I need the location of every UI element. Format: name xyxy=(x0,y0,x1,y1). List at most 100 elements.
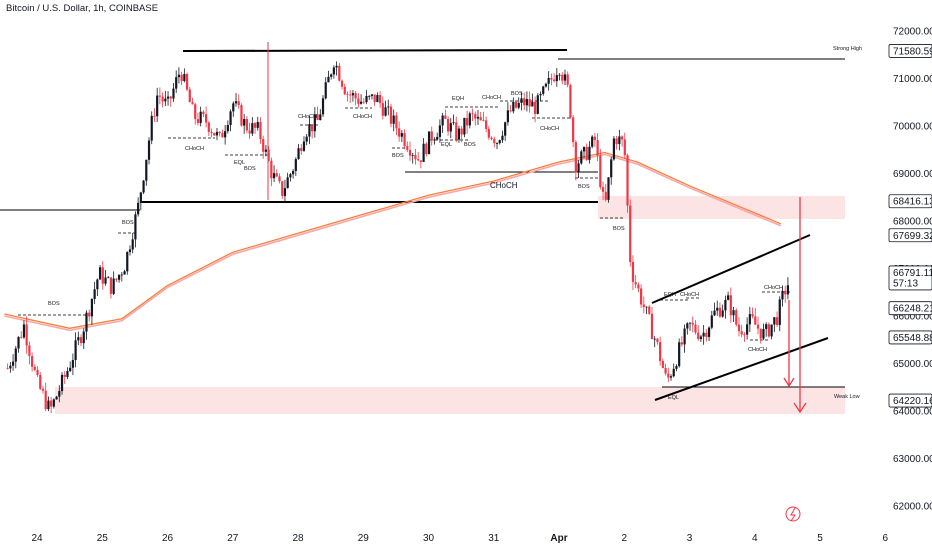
candle-body xyxy=(631,261,635,283)
candle-body xyxy=(180,74,183,82)
candle-body xyxy=(340,80,344,87)
price-tag-box xyxy=(888,301,932,316)
candle-body xyxy=(436,136,439,140)
candle-body xyxy=(164,98,167,102)
price-tag-box xyxy=(888,265,932,291)
candle-body xyxy=(705,332,708,337)
label-choch-7: CHoCH xyxy=(748,347,767,353)
candle-body xyxy=(547,78,550,84)
candle-body xyxy=(50,400,53,407)
candle-body xyxy=(514,101,518,108)
lightning-icon[interactable] xyxy=(785,506,801,522)
candle-body xyxy=(283,188,287,196)
candle-body xyxy=(297,148,300,160)
candle-body xyxy=(381,103,384,116)
candle-body xyxy=(292,171,295,175)
channel-upper-line xyxy=(651,234,811,304)
candle-body xyxy=(482,120,485,122)
ma-slow-line xyxy=(4,153,782,332)
time-axis[interactable]: 24 25 26 27 28 29 30 31 Apr 2 3 4 5 6 xyxy=(31,533,888,544)
x-tick-label: 5 xyxy=(817,533,823,544)
candle-body xyxy=(403,133,406,147)
candle-body xyxy=(593,136,596,141)
candle-body xyxy=(338,65,341,81)
candle-body xyxy=(270,160,273,179)
candle-body xyxy=(743,334,746,336)
candle-body xyxy=(493,138,496,144)
candle-body xyxy=(525,99,529,106)
candle-body xyxy=(343,86,346,95)
candle-body xyxy=(460,128,463,135)
candle-body xyxy=(585,147,588,160)
price-tag-box xyxy=(888,228,932,243)
candle-body xyxy=(112,278,115,294)
price-axis[interactable]: 72000.00 71000.00 70000.00 69000.00 68000.00… xyxy=(893,27,932,513)
label-bos-7: BOS xyxy=(578,184,590,190)
candle-body xyxy=(60,374,64,392)
candle-body xyxy=(528,99,531,107)
candle-body xyxy=(724,299,727,311)
candle-body xyxy=(721,310,724,317)
label-choch-main: CHoCH xyxy=(490,181,518,190)
candle-body xyxy=(509,110,512,112)
candle-body xyxy=(248,130,251,134)
candle-body xyxy=(713,310,716,316)
candle-body xyxy=(126,252,129,272)
candle-body xyxy=(520,98,523,103)
candle-body xyxy=(591,136,594,147)
candle-body xyxy=(22,324,26,338)
candle-body xyxy=(767,324,770,337)
candle-body xyxy=(702,332,705,337)
candle-body xyxy=(36,369,39,375)
candle-body xyxy=(202,111,205,115)
candle-body xyxy=(39,374,42,389)
x-tick-label: 24 xyxy=(31,533,43,544)
candle-body xyxy=(259,122,262,140)
candle-body xyxy=(79,337,83,344)
candle-body xyxy=(332,67,335,75)
candle-body xyxy=(430,131,433,141)
candle-body xyxy=(324,82,327,99)
candle-body xyxy=(697,332,700,340)
candle-body xyxy=(93,289,96,300)
candle-body xyxy=(156,95,159,117)
candle-body xyxy=(544,83,548,87)
label-choch-3: CHoCH xyxy=(353,114,372,120)
candle-body xyxy=(253,123,257,128)
x-tick-label: 28 xyxy=(292,533,304,544)
price-tag-label: 68416.13 xyxy=(893,197,932,208)
candle-body xyxy=(686,323,689,329)
candle-body xyxy=(66,371,69,377)
top-range-line xyxy=(182,49,568,52)
label-bos-6: BOS xyxy=(511,91,523,97)
candle-body xyxy=(775,317,779,325)
label-choch-5: CHoCH xyxy=(540,126,559,132)
candle-body xyxy=(765,324,768,329)
candle-body xyxy=(311,124,314,132)
candle-body xyxy=(365,96,368,103)
candle-body xyxy=(740,331,743,335)
label-bos-2: BOS xyxy=(122,220,134,226)
price-tag-box xyxy=(888,194,932,209)
candle-body xyxy=(781,290,784,300)
candle-body xyxy=(41,388,45,391)
candle-body xyxy=(533,101,537,114)
label-choch-2: CHoCH xyxy=(298,114,317,120)
candle-body xyxy=(218,131,221,134)
candle-body xyxy=(25,324,28,346)
candle-body xyxy=(691,322,694,325)
candle-body xyxy=(680,342,683,345)
candle-body xyxy=(444,115,447,119)
candle-body xyxy=(610,159,613,178)
candle-body xyxy=(669,376,673,378)
candle-body xyxy=(74,340,77,361)
candle-body xyxy=(58,391,61,397)
candle-body xyxy=(104,277,107,284)
label-bos-8: BOS xyxy=(613,226,625,232)
candle-body xyxy=(506,110,509,123)
price-tag-label: 65548.88 xyxy=(893,333,932,344)
candle-body xyxy=(468,113,471,126)
candles-layer xyxy=(6,61,790,414)
candle-body xyxy=(479,117,482,121)
